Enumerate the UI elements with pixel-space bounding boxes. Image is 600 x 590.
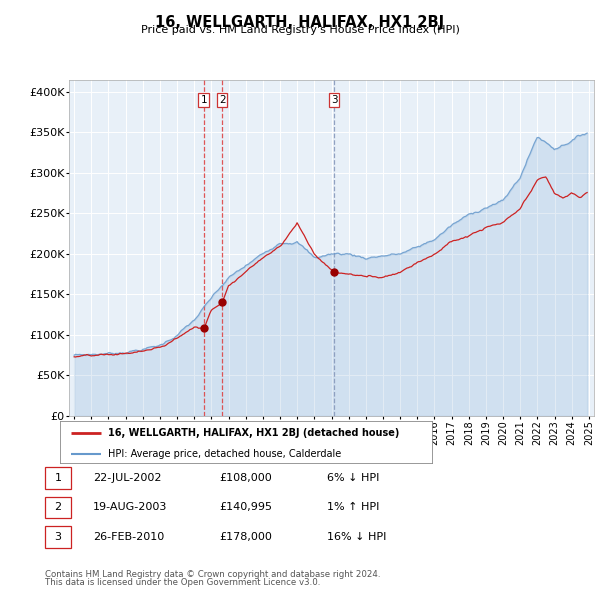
Text: 16, WELLGARTH, HALIFAX, HX1 2BJ: 16, WELLGARTH, HALIFAX, HX1 2BJ: [155, 15, 445, 30]
Text: 16, WELLGARTH, HALIFAX, HX1 2BJ (detached house): 16, WELLGARTH, HALIFAX, HX1 2BJ (detache…: [109, 428, 400, 438]
Text: £108,000: £108,000: [219, 473, 272, 483]
Text: 2: 2: [219, 95, 226, 105]
Text: 16% ↓ HPI: 16% ↓ HPI: [327, 532, 386, 542]
Text: £178,000: £178,000: [219, 532, 272, 542]
Text: This data is licensed under the Open Government Licence v3.0.: This data is licensed under the Open Gov…: [45, 578, 320, 587]
Text: 22-JUL-2002: 22-JUL-2002: [93, 473, 161, 483]
Text: 1: 1: [55, 473, 61, 483]
Text: 1% ↑ HPI: 1% ↑ HPI: [327, 503, 379, 512]
Text: 2: 2: [55, 503, 61, 512]
Text: Contains HM Land Registry data © Crown copyright and database right 2024.: Contains HM Land Registry data © Crown c…: [45, 570, 380, 579]
Text: HPI: Average price, detached house, Calderdale: HPI: Average price, detached house, Cald…: [109, 449, 341, 459]
Text: 3: 3: [55, 532, 61, 542]
Text: £140,995: £140,995: [219, 503, 272, 512]
Text: 19-AUG-2003: 19-AUG-2003: [93, 503, 167, 512]
Text: Price paid vs. HM Land Registry's House Price Index (HPI): Price paid vs. HM Land Registry's House …: [140, 25, 460, 35]
Text: 3: 3: [331, 95, 338, 105]
Text: 26-FEB-2010: 26-FEB-2010: [93, 532, 164, 542]
Text: 1: 1: [200, 95, 207, 105]
Text: 6% ↓ HPI: 6% ↓ HPI: [327, 473, 379, 483]
